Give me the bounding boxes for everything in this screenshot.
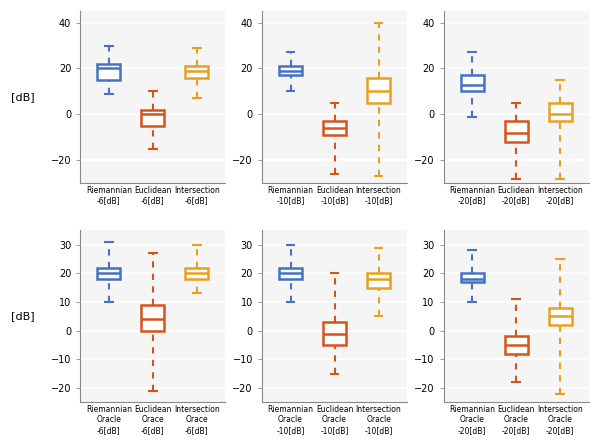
Bar	[97, 64, 120, 80]
Bar	[323, 121, 346, 135]
Bar	[142, 305, 164, 330]
Bar	[185, 66, 208, 78]
Bar	[549, 308, 572, 325]
Bar	[279, 66, 302, 75]
Bar	[97, 268, 120, 279]
Bar	[367, 273, 390, 288]
Y-axis label: [dB]: [dB]	[11, 92, 35, 102]
Bar	[505, 336, 528, 354]
Bar	[279, 268, 302, 279]
Bar	[461, 273, 484, 282]
Y-axis label: [dB]: [dB]	[11, 311, 35, 321]
Bar	[461, 75, 484, 91]
Bar	[323, 322, 346, 345]
Bar	[367, 78, 390, 103]
Bar	[505, 121, 528, 142]
Bar	[142, 110, 164, 126]
Bar	[549, 103, 572, 121]
Bar	[185, 268, 208, 279]
